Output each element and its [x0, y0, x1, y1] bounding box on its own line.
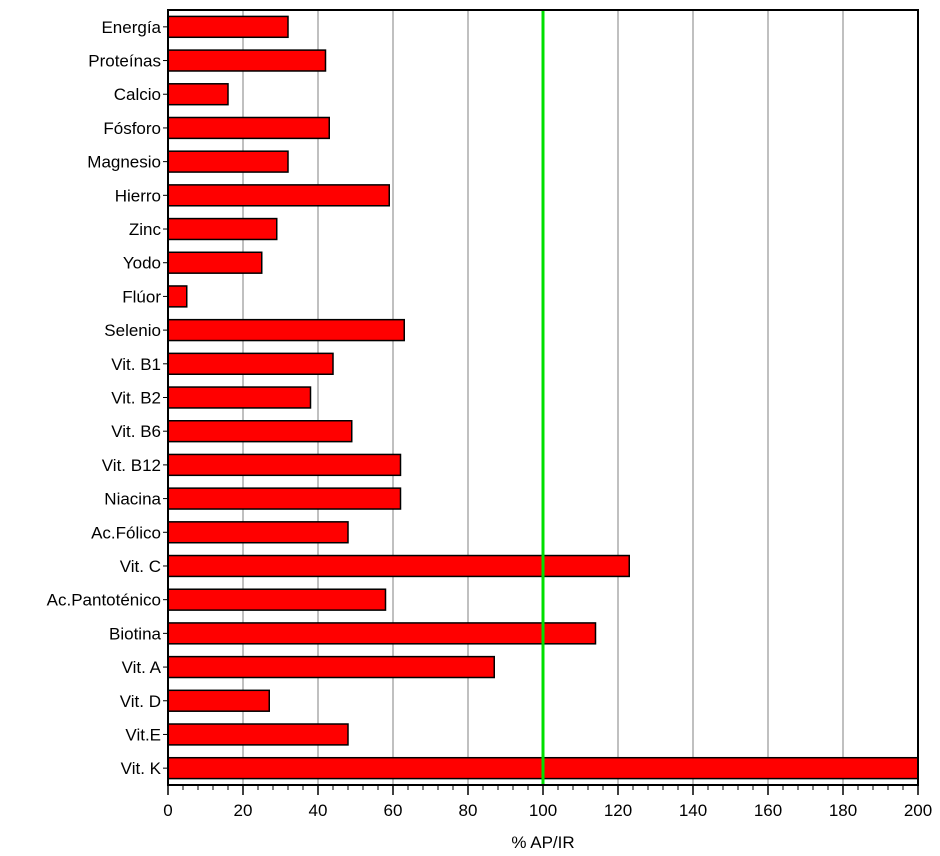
- x-tick-label: 80: [459, 801, 478, 820]
- x-tick-label: 100: [529, 801, 557, 820]
- bar: [167, 588, 387, 611]
- bar: [167, 487, 402, 510]
- bar: [167, 150, 289, 173]
- category-label: Vit.E: [125, 725, 161, 744]
- category-label: Biotina: [109, 624, 162, 643]
- bar: [167, 554, 630, 578]
- category-label: Vit. C: [120, 557, 161, 576]
- category-label: Vit. K: [121, 759, 162, 778]
- bar: [167, 386, 312, 409]
- bar: [167, 217, 278, 241]
- category-label: Ac.Fólico: [91, 523, 161, 542]
- category-label: Energía: [101, 18, 161, 37]
- x-tick-label: 0: [163, 801, 172, 820]
- category-label: Vit. B2: [111, 389, 161, 408]
- axis-layer: [163, 9, 919, 795]
- x-tick-label: 20: [234, 801, 253, 820]
- category-label: Selenio: [104, 321, 161, 340]
- category-label: Vit. B6: [111, 422, 161, 441]
- bar: [167, 116, 330, 140]
- x-tick-label: 120: [604, 801, 632, 820]
- category-label: Vit. B12: [102, 456, 161, 475]
- bar: [167, 689, 270, 712]
- category-label: Magnesio: [87, 153, 161, 172]
- category-label: Proteínas: [88, 52, 161, 71]
- bar: [167, 723, 349, 746]
- x-tick-label: 60: [384, 801, 403, 820]
- category-label: Niacina: [104, 490, 161, 509]
- bar: [167, 622, 597, 645]
- bar: [167, 15, 289, 39]
- x-tick-label: 180: [829, 801, 857, 820]
- bar: [167, 251, 263, 274]
- category-label: Vit. A: [122, 658, 162, 677]
- bar: [167, 83, 229, 106]
- category-label: Flúor: [122, 287, 161, 306]
- category-label: Vit. D: [120, 692, 161, 711]
- x-tick-label: 200: [904, 801, 932, 820]
- x-tick-label: 140: [679, 801, 707, 820]
- category-label: Hierro: [115, 186, 161, 205]
- bar: [167, 420, 353, 443]
- labels-layer: Energía Proteínas Calcio Fósforo Magnesio Hie…: [47, 18, 933, 820]
- bar: [167, 184, 390, 207]
- bar: [167, 49, 327, 72]
- bar: [167, 285, 188, 308]
- category-label: Ac.Pantoténico: [47, 591, 161, 610]
- bar: [167, 655, 495, 679]
- bar: [167, 352, 334, 376]
- category-label: Fósforo: [103, 119, 161, 138]
- category-label: Vit. B1: [111, 355, 161, 374]
- bar: [167, 453, 402, 477]
- x-tick-label: 160: [754, 801, 782, 820]
- category-label: Calcio: [114, 85, 161, 104]
- x-axis-title: % AP/IR: [511, 833, 574, 852]
- x-tick-label: 40: [309, 801, 328, 820]
- category-label: Yodo: [123, 254, 161, 273]
- bar: [167, 318, 405, 342]
- category-label: Zinc: [129, 220, 162, 239]
- bar: [167, 521, 349, 544]
